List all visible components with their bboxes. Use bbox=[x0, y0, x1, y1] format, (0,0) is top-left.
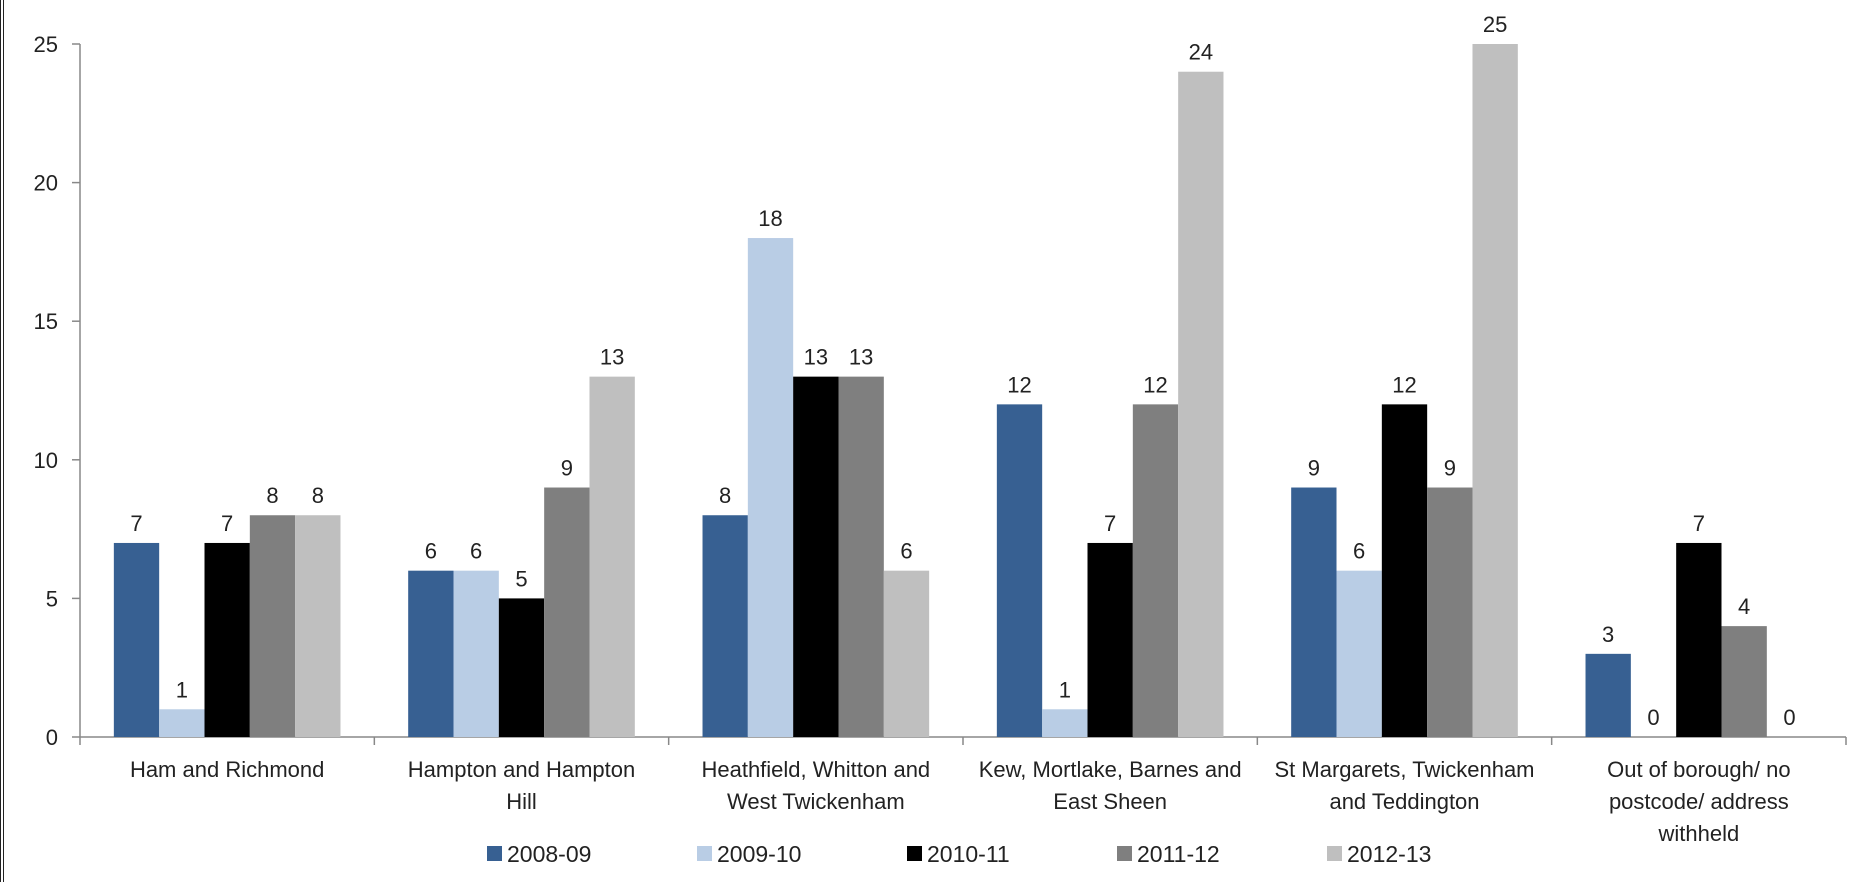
bar bbox=[589, 376, 635, 737]
data-label: 0 bbox=[1783, 705, 1795, 730]
data-label: 12 bbox=[1143, 372, 1167, 397]
bar bbox=[1132, 404, 1179, 737]
bar bbox=[1721, 626, 1767, 737]
data-label: 5 bbox=[515, 566, 527, 591]
bar bbox=[1291, 487, 1337, 737]
x-category-label: Hampton and Hampton Hill bbox=[408, 757, 635, 814]
legend-label: 2009-10 bbox=[717, 841, 801, 867]
bar bbox=[1087, 542, 1133, 737]
data-label: 9 bbox=[1308, 456, 1320, 481]
data-label: 9 bbox=[1444, 456, 1456, 481]
data-label: 13 bbox=[849, 345, 873, 370]
bar bbox=[204, 542, 250, 737]
bar bbox=[249, 515, 296, 737]
bar-chart: 0 5 10 15 20 25 7 6 8 12 9 3 1 6 18 1 6 0 7 5 13 7 12 7 8 9 13 12 9 4… bbox=[34, 12, 1847, 867]
data-label: 1 bbox=[176, 677, 188, 702]
data-label: 13 bbox=[600, 345, 624, 370]
data-label: 3 bbox=[1602, 622, 1614, 647]
data-label: 7 bbox=[1104, 511, 1116, 536]
y-tick-label: 20 bbox=[34, 171, 58, 196]
y-tick-label: 5 bbox=[46, 586, 58, 611]
bar bbox=[1042, 709, 1088, 737]
data-label: 6 bbox=[1353, 539, 1365, 564]
legend-label: 2012-13 bbox=[1347, 841, 1431, 867]
legend-swatch bbox=[487, 846, 502, 861]
legend-swatch bbox=[1327, 846, 1342, 861]
bar bbox=[1381, 404, 1428, 737]
x-category-label: St Margarets, Twickenham and Teddington bbox=[1274, 757, 1534, 814]
bar bbox=[1336, 570, 1382, 737]
data-label: 13 bbox=[804, 345, 828, 370]
x-category-label: Out of borough/ no postcode/ address withh… bbox=[1607, 757, 1790, 846]
bar bbox=[996, 404, 1043, 737]
bar bbox=[838, 376, 884, 737]
bar bbox=[295, 515, 341, 737]
bar bbox=[1427, 487, 1473, 737]
data-label: 9 bbox=[561, 456, 573, 481]
x-category-label: Ham and Richmond bbox=[130, 757, 324, 782]
data-label: 4 bbox=[1738, 594, 1750, 619]
y-tick-label: 10 bbox=[34, 448, 58, 473]
data-label: 7 bbox=[221, 511, 233, 536]
data-label: 6 bbox=[470, 539, 482, 564]
y-tick-label: 0 bbox=[46, 725, 58, 750]
bar bbox=[113, 542, 160, 737]
legend-label: 2008-09 bbox=[507, 841, 591, 867]
data-label: 7 bbox=[1693, 511, 1705, 536]
x-category-label: Heathfield, Whitton and West Twickenham bbox=[701, 757, 930, 814]
bar bbox=[498, 598, 545, 737]
y-tick-label: 25 bbox=[34, 32, 58, 57]
x-category-label: Kew, Mortlake, Barnes and East Sheen bbox=[979, 757, 1242, 814]
bar bbox=[1676, 542, 1722, 737]
data-label: 8 bbox=[312, 483, 324, 508]
data-label: 6 bbox=[900, 539, 912, 564]
bar bbox=[1178, 71, 1224, 738]
data-label: 7 bbox=[130, 511, 142, 536]
bar bbox=[1585, 653, 1631, 737]
bar bbox=[793, 376, 839, 737]
bar bbox=[453, 570, 499, 737]
data-label: 12 bbox=[1392, 372, 1416, 397]
data-label: 6 bbox=[425, 539, 437, 564]
data-label: 8 bbox=[266, 483, 278, 508]
data-label: 24 bbox=[1189, 40, 1213, 65]
legend-swatch bbox=[907, 846, 922, 861]
data-label: 1 bbox=[1059, 677, 1071, 702]
bar bbox=[702, 515, 748, 737]
data-label: 18 bbox=[758, 206, 782, 231]
bar bbox=[747, 238, 794, 738]
data-label: 0 bbox=[1647, 705, 1659, 730]
bar bbox=[1472, 44, 1518, 737]
data-label: 12 bbox=[1007, 372, 1031, 397]
legend-swatch bbox=[697, 846, 712, 861]
legend-label: 2010-11 bbox=[927, 841, 1010, 867]
bar bbox=[159, 709, 205, 737]
y-tick-label: 15 bbox=[34, 309, 58, 334]
bar bbox=[544, 487, 590, 737]
legend-swatch bbox=[1117, 846, 1132, 861]
data-label: 25 bbox=[1483, 12, 1507, 37]
bar bbox=[883, 570, 930, 737]
legend-label: 2011-12 bbox=[1137, 841, 1220, 867]
data-label: 8 bbox=[719, 483, 731, 508]
bar bbox=[408, 570, 454, 737]
